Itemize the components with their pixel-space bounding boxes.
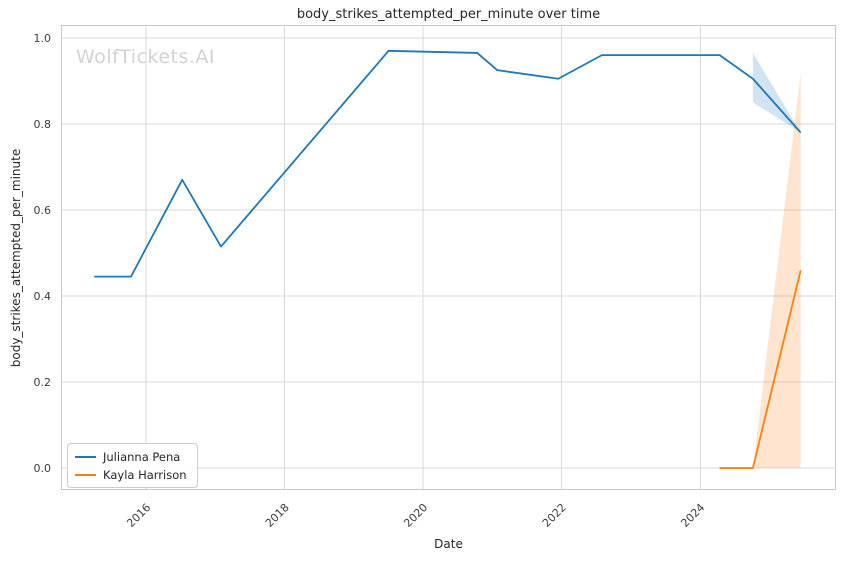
y-tick-label: 0.0 <box>34 462 52 475</box>
legend-label: Julianna Pena <box>103 449 181 464</box>
x-tick-label: 2024 <box>678 501 707 530</box>
watermark: WolfTickets.AI <box>76 46 216 68</box>
x-tick-label: 2020 <box>401 501 430 530</box>
confidence-band <box>752 72 801 469</box>
y-axis-label: body_strikes_attempted_per_minute <box>9 148 23 368</box>
chart-title: body_strikes_attempted_per_minute over t… <box>296 7 601 22</box>
legend-line-swatch-julianna <box>75 455 96 458</box>
y-tick-label: 0.8 <box>34 118 52 131</box>
y-tick-label: 0.2 <box>34 376 52 389</box>
legend-line-swatch-kayla <box>75 473 96 476</box>
y-tick-label: 0.6 <box>34 204 52 217</box>
y-tick-label: 1.0 <box>34 32 52 45</box>
legend-item: Julianna Pena <box>75 449 187 464</box>
x-tick-label: 2018 <box>263 501 292 530</box>
legend: Julianna Pena Kayla Harrison <box>67 443 198 488</box>
series-line <box>94 49 802 278</box>
x-axis-label: Date <box>434 537 463 551</box>
confidence-band <box>752 52 801 133</box>
x-tick-label: 2022 <box>540 501 569 530</box>
y-tick-label: 0.4 <box>34 290 52 303</box>
legend-item: Kayla Harrison <box>75 467 187 482</box>
plot-border <box>61 25 836 490</box>
x-tick-label: 2016 <box>124 501 153 530</box>
series-line <box>719 269 802 469</box>
legend-label: Kayla Harrison <box>103 467 187 482</box>
